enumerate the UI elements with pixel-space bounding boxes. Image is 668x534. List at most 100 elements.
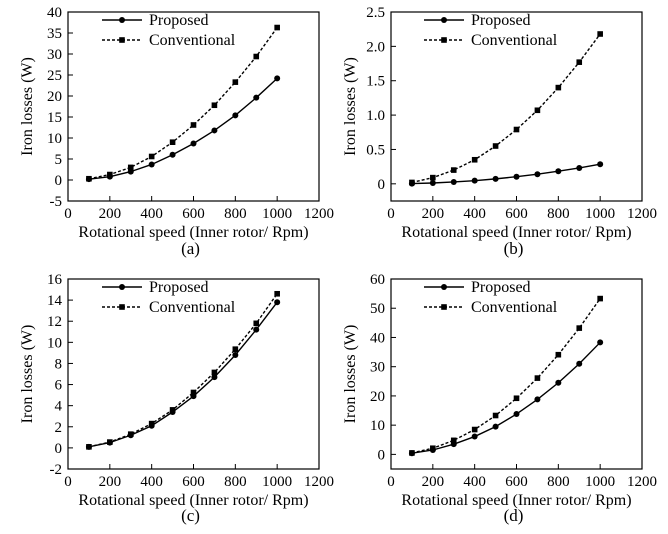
data-point bbox=[211, 102, 218, 109]
y-axis-label: Iron losses (W) bbox=[342, 57, 359, 156]
data-point bbox=[107, 439, 113, 445]
series-line bbox=[411, 298, 601, 454]
y-tick-label: 6 bbox=[55, 378, 63, 394]
data-point bbox=[534, 171, 541, 178]
y-tick-label: 0 bbox=[378, 177, 386, 193]
data-point bbox=[555, 168, 562, 175]
data-point bbox=[430, 445, 436, 452]
x-tick-label: 1200 bbox=[304, 474, 334, 490]
data-point bbox=[534, 396, 541, 403]
x-tick-label: 400 bbox=[463, 206, 486, 222]
data-point bbox=[450, 437, 457, 444]
data-point bbox=[127, 164, 134, 171]
y-axis-ticks: -5 0 5 10 15 20 25 30 35 40 bbox=[47, 5, 73, 210]
x-axis-ticks: 0 200 400 600 800 1000 1200 bbox=[387, 196, 657, 222]
data-point bbox=[274, 299, 281, 306]
y-tick-label: 16 bbox=[47, 272, 63, 288]
series-line bbox=[411, 163, 601, 185]
data-point bbox=[555, 351, 562, 358]
y-tick-label: 1.5 bbox=[366, 74, 385, 90]
data-point bbox=[492, 423, 499, 430]
x-axis-label: Rotational speed (Inner rotor/ Rpm) bbox=[78, 224, 308, 241]
x-tick-label: 1200 bbox=[627, 206, 657, 222]
data-point bbox=[597, 339, 604, 346]
series-conventional bbox=[86, 290, 280, 450]
data-point bbox=[555, 379, 562, 386]
data-point bbox=[253, 53, 260, 60]
y-tick-label: 5 bbox=[55, 152, 63, 168]
legend-label: Conventional bbox=[149, 32, 236, 49]
x-tick-label: 800 bbox=[547, 474, 570, 490]
data-point bbox=[429, 179, 436, 186]
data-point bbox=[169, 139, 176, 145]
series-proposed bbox=[85, 75, 281, 183]
legend-marker bbox=[441, 304, 447, 310]
data-point bbox=[211, 374, 218, 381]
data-point bbox=[409, 179, 415, 186]
data-point bbox=[274, 24, 280, 31]
x-tick-label: 400 bbox=[140, 206, 163, 222]
legend: Proposed Conventional bbox=[102, 279, 236, 316]
legend-label: Conventional bbox=[471, 299, 558, 316]
y-tick-label: 12 bbox=[47, 314, 62, 330]
y-tick-label: 0 bbox=[55, 441, 63, 457]
y-axis-label: Iron losses (W) bbox=[19, 57, 36, 156]
series-line bbox=[411, 341, 601, 454]
data-point bbox=[576, 59, 583, 65]
data-point bbox=[576, 325, 583, 331]
data-point bbox=[274, 290, 280, 297]
data-point bbox=[211, 369, 218, 376]
y-tick-label: 0.5 bbox=[366, 142, 385, 158]
x-axis-ticks: 0 200 400 600 800 1000 1200 bbox=[387, 464, 657, 490]
series-proposed bbox=[85, 299, 281, 450]
data-point bbox=[492, 175, 499, 182]
data-point bbox=[232, 346, 239, 352]
data-point bbox=[190, 140, 197, 147]
series-proposed bbox=[408, 161, 604, 187]
y-tick-label: 2.5 bbox=[366, 5, 385, 21]
legend-marker bbox=[119, 284, 125, 290]
y-tick-label: 35 bbox=[47, 26, 62, 42]
y-axis-label: Iron losses (W) bbox=[19, 325, 36, 424]
y-tick-label: 40 bbox=[370, 330, 385, 346]
chart-panel-4: 0 200 400 600 800 1000 1200 0 10 20 30 40 50 60 Rotati… bbox=[342, 272, 657, 525]
data-point bbox=[86, 444, 92, 450]
legend-label: Proposed bbox=[149, 279, 209, 296]
x-tick-label: 0 bbox=[387, 474, 395, 490]
data-point bbox=[576, 360, 583, 367]
panel-caption: (c) bbox=[181, 506, 200, 525]
data-point bbox=[86, 175, 92, 182]
y-tick-label: 1.0 bbox=[366, 108, 385, 124]
y-axis-ticks: 0 0.5 1.0 1.5 2.0 2.5 bbox=[366, 5, 396, 193]
data-point bbox=[430, 174, 436, 181]
y-tick-label: 2.0 bbox=[366, 39, 385, 55]
x-tick-label: 800 bbox=[224, 474, 247, 490]
data-point bbox=[409, 450, 415, 456]
series-line bbox=[88, 27, 278, 180]
data-point bbox=[534, 375, 541, 381]
series-proposed bbox=[408, 339, 604, 457]
data-point bbox=[169, 151, 176, 158]
data-point bbox=[190, 122, 197, 128]
y-tick-label: 50 bbox=[370, 301, 385, 317]
y-tick-label: 30 bbox=[47, 47, 62, 63]
series-line bbox=[88, 77, 278, 180]
x-axis-ticks: 0 200 400 600 800 1000 1200 bbox=[64, 464, 334, 490]
y-tick-label: 2 bbox=[55, 420, 63, 436]
data-point bbox=[513, 411, 520, 418]
x-tick-label: 1000 bbox=[585, 206, 615, 222]
panel-caption: (d) bbox=[504, 506, 524, 525]
legend: Proposed Conventional bbox=[102, 12, 236, 49]
y-tick-label: 10 bbox=[47, 335, 62, 351]
series-line bbox=[88, 301, 278, 448]
x-tick-label: 0 bbox=[64, 474, 72, 490]
x-tick-label: 600 bbox=[182, 206, 205, 222]
data-point bbox=[211, 127, 218, 134]
legend-marker bbox=[119, 304, 125, 310]
y-tick-label: 60 bbox=[370, 272, 385, 288]
x-axis-label: Rotational speed (Inner rotor/ Rpm) bbox=[78, 492, 308, 509]
legend-label: Conventional bbox=[149, 299, 236, 316]
data-point bbox=[232, 79, 239, 85]
